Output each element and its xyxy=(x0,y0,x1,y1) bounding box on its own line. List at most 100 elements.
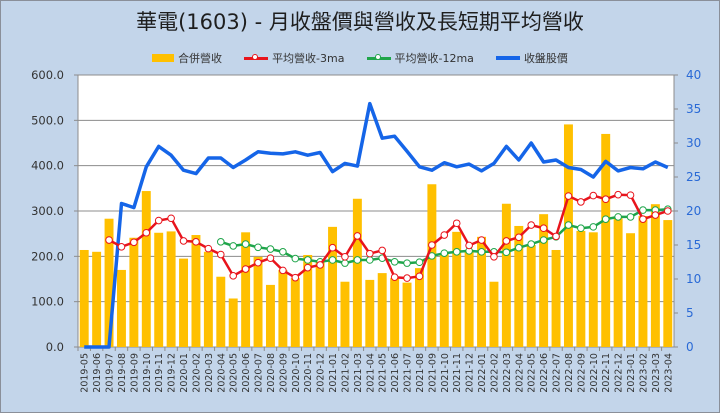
x-axis-tick-label: 2019-11 xyxy=(154,353,165,393)
x-axis-tick-label: 2019-07 xyxy=(105,353,116,393)
series-marker xyxy=(527,221,536,229)
revenue-bar xyxy=(352,198,362,347)
x-axis-tick-label: 2020-08 xyxy=(266,353,277,393)
x-axis-tick-label: 2021-06 xyxy=(390,353,401,393)
series-marker xyxy=(353,256,362,264)
series-marker xyxy=(564,221,573,229)
series-marker xyxy=(663,207,672,215)
series-marker xyxy=(490,252,498,261)
revenue-bar xyxy=(290,278,300,347)
series-marker xyxy=(403,274,411,282)
legend-line-marker-icon xyxy=(366,53,391,60)
x-axis-tick-label: 2022-12 xyxy=(614,353,625,393)
series-marker xyxy=(279,248,287,256)
revenue-bar xyxy=(315,261,325,347)
series-marker xyxy=(651,211,660,219)
series-marker xyxy=(589,191,598,200)
series-marker xyxy=(514,243,523,252)
series-line xyxy=(84,101,669,349)
revenue-bar xyxy=(253,256,263,347)
x-axis-tick-label: 2023-02 xyxy=(638,353,649,393)
series-marker xyxy=(216,238,225,246)
revenue-bar xyxy=(377,273,387,347)
x-axis-tick-label: 2019-10 xyxy=(142,353,153,393)
x-axis-tick-label: 2020-11 xyxy=(303,353,314,393)
revenue-bar xyxy=(501,203,511,347)
series-marker xyxy=(328,256,337,264)
series-marker xyxy=(167,214,175,223)
revenue-bar xyxy=(464,251,474,347)
series-marker xyxy=(192,238,200,246)
x-axis-tick-label: 2020-10 xyxy=(291,353,302,393)
revenue-bar xyxy=(340,281,350,347)
x-axis-tick-label: 2019-05 xyxy=(80,353,91,393)
y2-axis-tick-label: 15 xyxy=(686,238,701,252)
series-marker xyxy=(626,191,635,199)
revenue-bar xyxy=(638,215,648,347)
revenue-bar xyxy=(576,230,586,347)
revenue-bar xyxy=(166,231,176,347)
x-axis-tick-label: 2021-11 xyxy=(452,353,463,393)
series-marker xyxy=(130,238,138,247)
y2-axis-tick-label: 20 xyxy=(686,204,701,218)
y2-axis-tick-label: 35 xyxy=(686,102,701,116)
legend-label: 平均營收-12ma xyxy=(394,52,474,65)
x-axis-tick-label: 2022-09 xyxy=(576,353,587,393)
series-marker xyxy=(241,240,250,248)
series-marker xyxy=(514,233,523,242)
revenue-bar xyxy=(278,269,288,347)
y2-axis-tick-label: 30 xyxy=(686,136,701,150)
series-marker xyxy=(117,243,126,251)
x-axis-tick-label: 2022-06 xyxy=(539,353,550,393)
series-marker xyxy=(291,254,300,263)
legend-line-marker-icon xyxy=(244,53,269,60)
legend-label: 合併營收 xyxy=(178,52,223,65)
x-axis-tick-label: 2021-01 xyxy=(328,353,339,393)
revenue-bar xyxy=(228,298,238,347)
series-marker xyxy=(452,248,461,256)
revenue-bar xyxy=(104,218,114,347)
revenue-bar xyxy=(390,278,400,347)
series-marker xyxy=(353,232,362,240)
revenue-bar xyxy=(613,218,623,347)
series-marker xyxy=(279,266,287,275)
legend-item-12ma: 平均營收-12ma xyxy=(366,50,474,66)
revenue-bar xyxy=(427,184,437,347)
x-axis-tick-label: 2021-02 xyxy=(340,353,351,393)
series-marker xyxy=(254,258,262,267)
x-axis-tick-label: 2020-12 xyxy=(316,353,327,393)
x-axis-tick-label: 2020-01 xyxy=(179,353,190,393)
series-marker xyxy=(291,273,300,282)
x-axis-tick-label: 2022-08 xyxy=(564,353,575,393)
series-marker xyxy=(477,236,486,244)
revenue-bar xyxy=(116,269,126,347)
x-axis-tick-label: 2023-01 xyxy=(626,353,637,393)
x-axis-tick-label: 2019-09 xyxy=(129,353,140,393)
x-axis-tick-label: 2021-12 xyxy=(465,353,476,393)
series-marker xyxy=(527,240,536,248)
x-axis-tick-label: 2022-01 xyxy=(477,353,488,393)
x-axis-tick-label: 2021-10 xyxy=(440,353,451,393)
x-axis-tick-label: 2022-07 xyxy=(552,353,563,393)
legend-label: 平均營收-3ma xyxy=(272,52,345,65)
revenue-bar xyxy=(551,249,561,347)
x-axis-tick-label: 2021-08 xyxy=(415,353,426,393)
y-axis-tick-label: 300.0 xyxy=(31,204,64,218)
series-marker xyxy=(614,213,622,221)
series-marker xyxy=(341,259,349,267)
y2-axis-tick-label: 40 xyxy=(686,68,701,82)
y-axis-tick-label: 400.0 xyxy=(31,159,64,173)
x-axis-tick-label: 2022-05 xyxy=(527,353,538,393)
x-axis-tick-label: 2022-11 xyxy=(601,353,612,393)
series-marker xyxy=(254,243,262,252)
revenue-bar xyxy=(563,124,573,347)
series-marker xyxy=(502,248,511,257)
x-axis-tick-label: 2022-03 xyxy=(502,353,513,393)
revenue-bar xyxy=(129,237,139,347)
revenue-bar xyxy=(191,235,201,347)
series-marker xyxy=(552,232,560,241)
series-marker xyxy=(365,249,374,258)
legend-label: 收盤股價 xyxy=(523,52,568,65)
series-marker xyxy=(142,228,151,237)
revenue-bar xyxy=(92,251,102,347)
